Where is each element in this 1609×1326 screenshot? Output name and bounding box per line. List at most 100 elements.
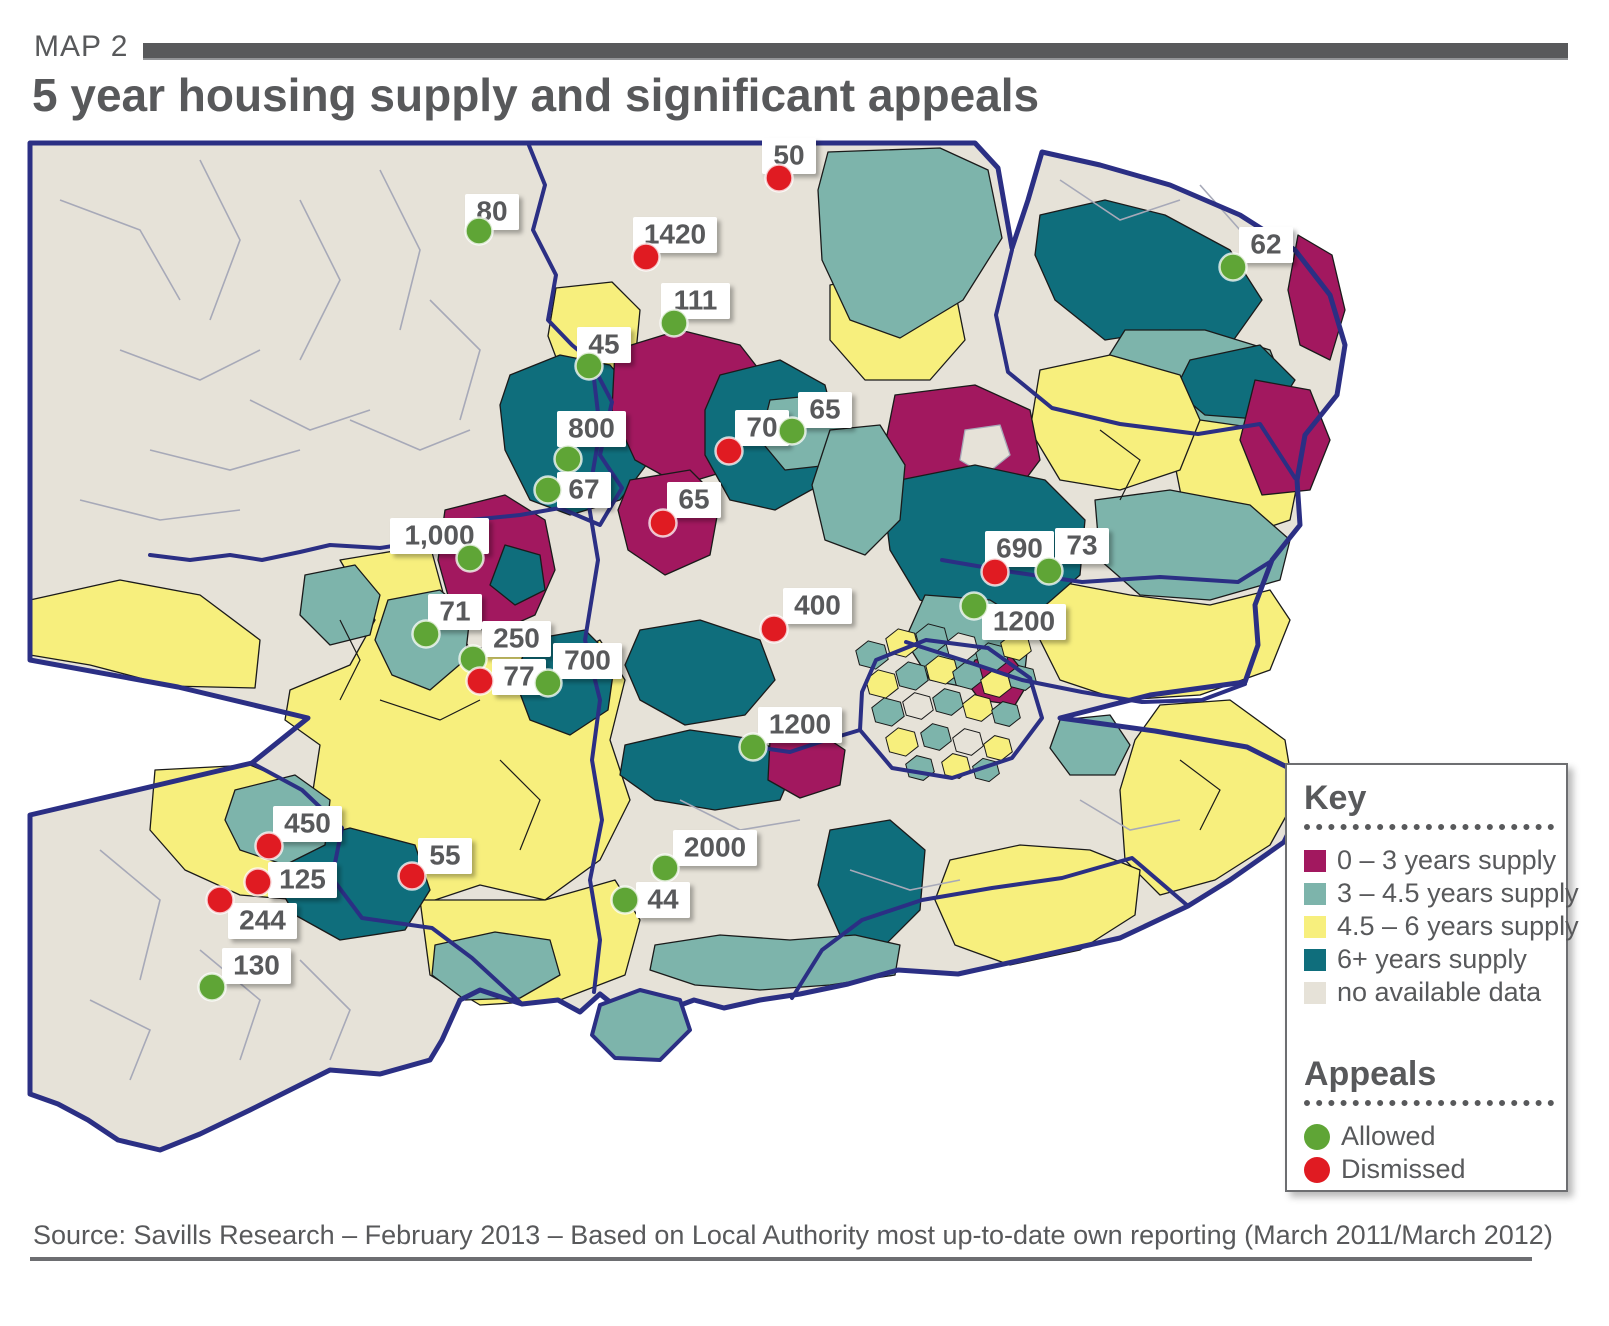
appeal-dot-allowed [650,853,680,883]
district-line-gray [79,499,241,521]
appeal-label-value: 400 [794,590,841,621]
district-line-gray [429,299,481,421]
legend-item: no available data [1304,976,1566,1009]
appeal-label-value: 1420 [644,219,706,250]
appeal-marker-allowed: 44 [610,882,690,918]
appeal-dot-dismissed [980,557,1010,587]
appeal-marker-allowed: 67 [533,472,611,508]
appeal-dot-allowed [455,543,485,573]
legend-appeal-items: Allowed Dismissed [1304,1120,1566,1186]
district-line [1179,759,1221,831]
legend-appeal-label: Dismissed [1341,1154,1466,1184]
legend-appeal-item: Allowed [1304,1120,1566,1153]
appeal-dot-dismissed [254,831,284,861]
district-line-gray [249,399,371,431]
appeal-marker-dismissed: 70 [714,410,789,466]
appeal-marker-dismissed: 125 [243,862,337,898]
county-boundary [994,248,1297,480]
legend-item: 4.5 – 6 years supply [1304,910,1579,943]
legend-item: 6+ years supply [1304,943,1566,976]
appeal-dot-dismissed [397,861,427,891]
appeal-label-box [418,838,472,874]
appeal-label-box [268,862,337,898]
appeal-label-value: 250 [493,623,540,654]
map-region [1287,234,1346,361]
map-region [1049,714,1131,776]
appeal-label-value: 800 [568,413,615,444]
appeal-marker-allowed: 250 [458,621,551,674]
appeal-label-value: 1200 [993,606,1055,637]
appeal-dot-allowed [574,351,604,381]
coastline [27,140,1348,1153]
appeal-marker-dismissed: 65 [648,482,721,538]
appeal-label-value: 1200 [769,709,831,740]
appeal-label-value: 70 [746,412,777,443]
appeal-label-box [1055,528,1109,564]
appeal-dot-allowed [197,972,227,1002]
appeal-marker-allowed: 700 [533,643,622,698]
appeal-marker-dismissed: 400 [759,588,852,644]
map-region [1034,579,1291,701]
legend-box: Key 0 – 3 years supply 3 – 4.5 years supp… [1285,763,1579,1192]
legend-appeal-item: Dismissed [1304,1153,1566,1186]
appeal-marker-dismissed: 690 [980,531,1054,587]
appeal-marker-allowed: 45 [574,327,631,381]
map-region [29,579,261,689]
appeal-marker-dismissed: 244 [205,885,297,939]
header-rule-bar [143,43,1568,60]
appeal-markers-layer: 50 80 1420 111 45 800 67 70 65 65 1,000 71 250 77 700 4… [197,138,1293,1002]
appeal-label-value: 71 [439,596,470,627]
appeal-label-box [783,588,852,624]
city-district-cell [952,728,984,756]
legend-dot-icon [1304,1123,1330,1150]
city-district-cell [885,628,919,658]
source-attribution: Source: Savills Research – February 2013… [33,1220,1553,1250]
appeal-label-value: 62 [1250,229,1281,260]
appeal-label-box [667,482,721,518]
appeal-marker-allowed: 71 [411,594,482,649]
legend-dot-icon [1304,1156,1330,1183]
legend-item: 0 – 3 years supply [1304,844,1566,877]
map-region [624,619,776,726]
appeal-dot-allowed [959,591,989,621]
legend-appeal-label: Allowed [1341,1121,1436,1151]
appeal-label-box [735,410,789,446]
appeal-dot-dismissed [465,666,495,696]
legend-swatch-icon [1304,882,1326,905]
legend-appeals-title: Appeals [1304,1055,1437,1093]
appeal-dot-allowed [659,308,689,338]
appeal-label-value: 65 [809,394,840,425]
appeal-label-value: 73 [1066,530,1097,561]
appeal-label-value: 44 [647,884,679,915]
appeal-label-value: 2000 [684,832,746,863]
district-line-gray [59,199,181,301]
appeal-label-box [985,531,1054,567]
appeal-label-value: 77 [503,661,534,692]
appeal-label-box [557,472,611,508]
appeal-marker-allowed: 800 [553,411,626,474]
appeal-dot-allowed [411,619,441,649]
appeal-label-value: 450 [284,808,331,839]
appeal-label-box [982,604,1066,640]
district-line-gray [849,869,961,891]
legend-swatch-icon [1304,915,1326,938]
appeal-label-box [428,594,482,630]
appeal-label-box [673,830,757,866]
legend-supply-items: 0 – 3 years supply 3 – 4.5 years supply 4.… [1304,844,1579,1009]
source-rule-line [30,1257,1532,1261]
map-region [1094,489,1291,601]
legend-item-label: 6+ years supply [1337,944,1527,974]
appeal-label-box [222,948,291,984]
district-line-gray [149,449,301,471]
appeal-label-box [636,882,690,918]
map-region [1239,379,1331,496]
appeal-label-box [633,217,717,253]
district-line-gray [119,349,261,381]
legend-swatch-icon [1304,948,1326,971]
county-boundary [904,640,1247,704]
district-line-gray [1079,799,1181,831]
city-district-cell [920,723,952,751]
appeal-label-value: 125 [279,864,326,895]
map-region [817,819,926,946]
